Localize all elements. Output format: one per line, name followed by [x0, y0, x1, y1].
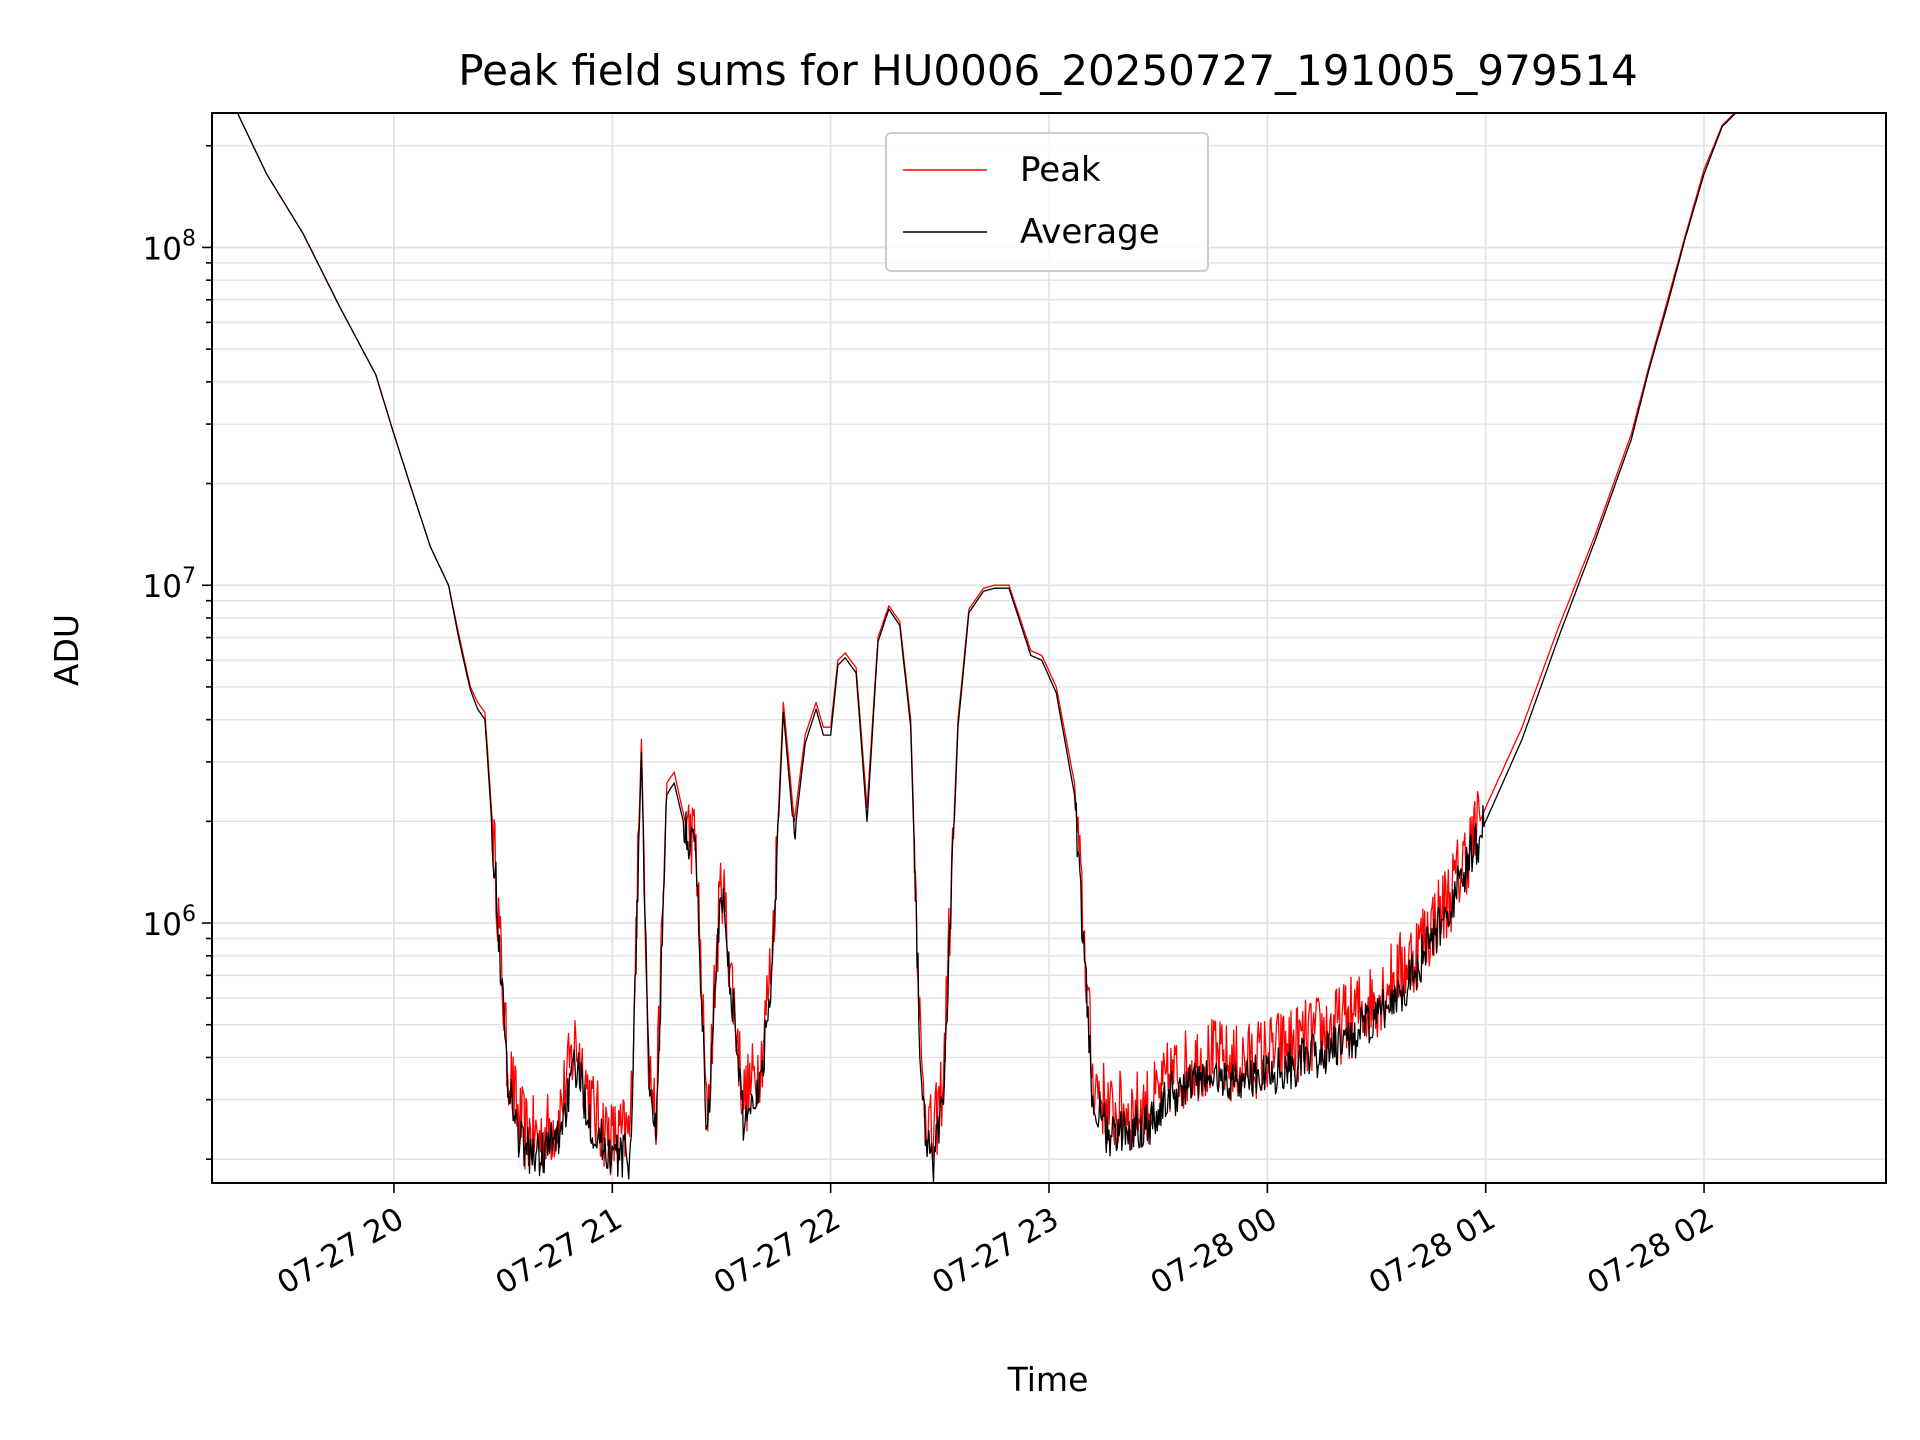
series-layer: [236, 113, 1737, 1183]
x-tick-label: 07-28 01: [1363, 1201, 1502, 1302]
legend: Peak Average: [885, 132, 1209, 272]
x-tick-label: 07-28 02: [1581, 1201, 1720, 1302]
grid-lines: [212, 113, 1886, 1183]
legend-label-average: Average: [1020, 212, 1160, 252]
x-tick-label: 07-27 21: [490, 1201, 629, 1302]
series-line-average: [236, 113, 1737, 1183]
x-tick-label: 07-27 20: [271, 1201, 410, 1302]
x-tick-label: 07-27 23: [926, 1201, 1065, 1302]
chart-title: Peak field sums for HU0006_20250727_1910…: [458, 46, 1637, 95]
legend-box: [885, 132, 1209, 272]
y-tick-label: 107: [143, 564, 196, 605]
y-axis-label: ADU: [47, 614, 86, 686]
x-tick-label: 07-27 22: [708, 1201, 847, 1302]
x-axis-label: Time: [1007, 1360, 1089, 1399]
legend-label-peak: Peak: [1020, 150, 1101, 190]
series-line-peak: [236, 113, 1736, 1176]
y-tick-label: 108: [143, 226, 196, 267]
x-tick-label: 07-28 00: [1145, 1201, 1284, 1302]
y-tick-label: 106: [143, 902, 196, 943]
